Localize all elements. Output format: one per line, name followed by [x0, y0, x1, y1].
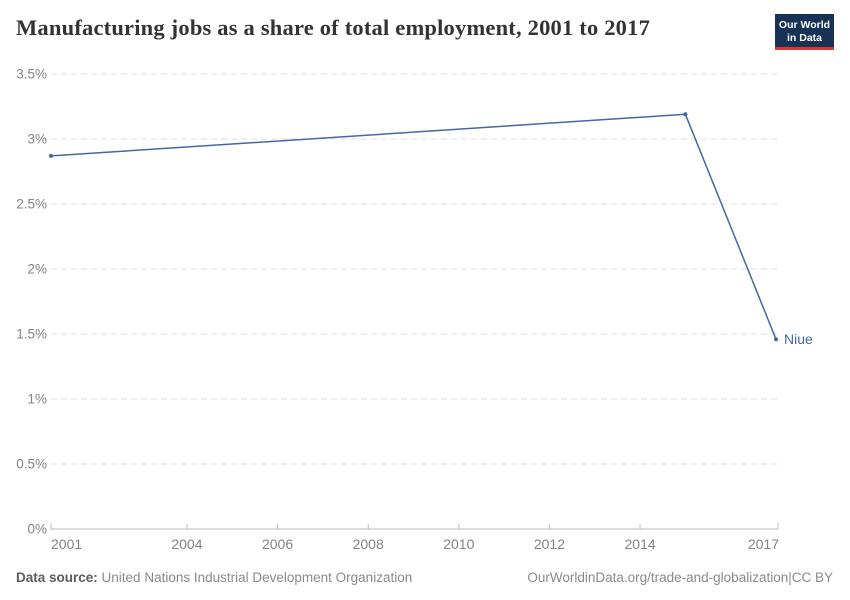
y-tick-label: 1% [27, 392, 47, 407]
owid-logo[interactable]: Our World in Data [775, 14, 834, 50]
chart-footer: Data source: United Nations Industrial D… [16, 570, 833, 585]
owid-logo-line2: in Data [786, 32, 822, 44]
data-source-value: United Nations Industrial Development Or… [101, 570, 413, 585]
x-tick-label: 2004 [171, 536, 202, 552]
footer-separator: | [788, 570, 792, 585]
x-tick-label: 2006 [262, 536, 293, 552]
owid-link[interactable]: OurWorldinData.org/trade-and-globalizati… [527, 570, 789, 585]
x-axis [50, 523, 779, 530]
x-tick-label: 2008 [353, 536, 384, 552]
owid-logo-line1: Our World [778, 19, 831, 31]
y-tick-label: 2.5% [16, 197, 47, 212]
data-point[interactable] [774, 337, 778, 342]
x-tick-label: 2001 [51, 536, 82, 552]
license-label: CC BY [791, 570, 833, 585]
y-tick-label: 3.5% [16, 67, 47, 82]
y-tick-label: 3% [27, 132, 47, 147]
chart-title: Manufacturing jobs as a share of total e… [16, 15, 651, 40]
data-point[interactable] [683, 112, 688, 117]
data-source-note: Data source: United Nations Industrial D… [16, 570, 412, 585]
x-tick-label: 2014 [624, 536, 655, 552]
data-line[interactable] [50, 113, 777, 340]
data-source-label: Data source: [16, 570, 98, 585]
y-tick-label: 0% [27, 522, 47, 537]
series-end-label[interactable]: Niue [784, 331, 813, 347]
x-tick-label: 2012 [534, 536, 565, 552]
x-tick-label: 2010 [443, 536, 474, 552]
x-tick-label: 2017 [748, 536, 779, 552]
y-tick-label: 2% [27, 262, 47, 277]
data-point[interactable] [49, 153, 53, 158]
footer-right: OurWorldinData.org/trade-and-globalizati… [527, 570, 833, 585]
y-tick-label: 0.5% [16, 457, 47, 472]
y-tick-label: 1.5% [16, 327, 47, 342]
